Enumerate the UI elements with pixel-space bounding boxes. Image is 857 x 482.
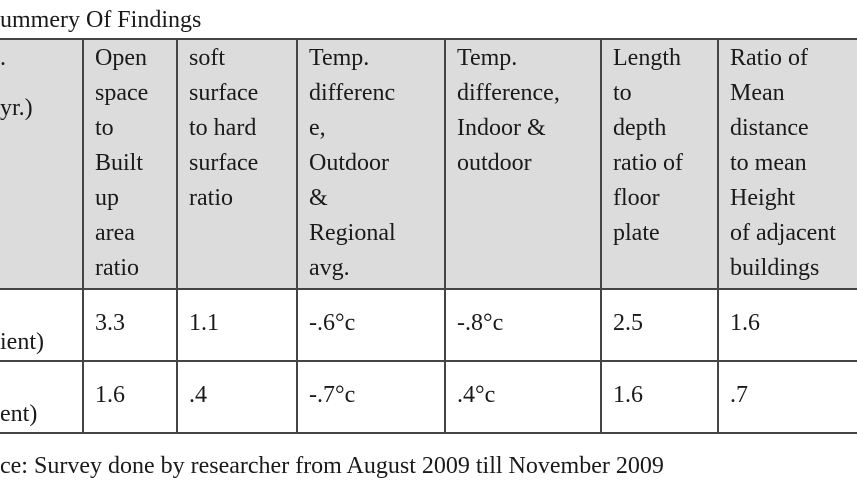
header-cell: soft surface to hard surface ratio: [189, 41, 258, 216]
header-cell: Open space to Built up area ratio: [95, 41, 148, 286]
data-cell: -.7°c: [309, 382, 356, 408]
header-line: differenc: [309, 80, 396, 106]
header-line: ratio: [189, 185, 233, 211]
header-cell: Length to depth ratio of floor plate: [613, 41, 683, 251]
data-cell: 2.5: [613, 310, 643, 336]
header-line: e,: [309, 115, 326, 141]
header-line: to hard: [189, 115, 257, 141]
header-line: Temp.: [457, 45, 518, 71]
header-line: distance: [730, 115, 809, 141]
header-line: area: [95, 220, 135, 246]
header-cell: Temp. differenc e, Outdoor & Regional avg.: [309, 41, 396, 286]
header-line: ratio of: [613, 150, 683, 176]
row-border: [0, 360, 857, 362]
header-line: &: [309, 185, 328, 211]
header-line: Temp.: [309, 45, 370, 71]
header-line: Length: [613, 45, 681, 71]
row-border: [0, 38, 857, 40]
column-border: [717, 38, 719, 432]
row-border: [0, 432, 857, 434]
header-line: depth: [613, 115, 667, 141]
data-cell: 1.6: [730, 310, 760, 336]
data-cell: 1.1: [189, 310, 219, 336]
column-border: [600, 38, 602, 432]
header-line: floor: [613, 185, 660, 211]
header-line: Outdoor: [309, 150, 389, 176]
data-cell: -.8°c: [457, 310, 504, 336]
data-cell: .7: [730, 382, 748, 408]
header-line: of adjacent: [730, 220, 836, 246]
data-cell: 1.6: [613, 382, 643, 408]
data-cell: 3.3: [95, 310, 125, 336]
title: ummery Of Findings: [0, 7, 202, 33]
header-line: plate: [613, 220, 660, 246]
header-line: to: [613, 80, 632, 106]
column-border: [82, 38, 84, 432]
header-line: yr.): [0, 95, 33, 121]
header-line: Open: [95, 45, 147, 71]
header-cell: Temp. difference, Indoor & outdoor: [457, 41, 560, 181]
data-cell: -.6°c: [309, 310, 356, 336]
header-line: Indoor &: [457, 115, 546, 141]
header-line: .: [0, 45, 6, 71]
header-line: soft: [189, 45, 225, 71]
header-line: surface: [189, 150, 259, 176]
header-line: Mean: [730, 80, 785, 106]
data-cell: .4°c: [457, 382, 496, 408]
header-line: to: [95, 115, 114, 141]
column-border: [176, 38, 178, 432]
source-note: ce: Survey done by researcher from Augus…: [0, 453, 664, 479]
row-label: ent): [0, 401, 38, 427]
row-border: [0, 288, 857, 290]
header-line: up: [95, 185, 119, 211]
column-border: [296, 38, 298, 432]
header-line: to mean: [730, 150, 807, 176]
header-line: ratio: [95, 255, 139, 281]
header-line: outdoor: [457, 150, 532, 176]
data-cell: 1.6: [95, 382, 125, 408]
header-line: difference,: [457, 80, 560, 106]
header-line: surface: [189, 80, 259, 106]
header-line: Height: [730, 185, 796, 211]
header-line: avg.: [309, 255, 350, 281]
column-border: [444, 38, 446, 432]
header-line: Built: [95, 150, 144, 176]
data-cell: .4: [189, 382, 207, 408]
header-line: Regional: [309, 220, 396, 246]
header-cell: . yr.): [0, 41, 33, 126]
header-line: space: [95, 80, 149, 106]
header-background: [0, 38, 857, 288]
header-line: Ratio of: [730, 45, 808, 71]
header-cell: Ratio of Mean distance to mean Height of adja…: [730, 41, 836, 286]
header-line: buildings: [730, 255, 820, 281]
row-label: ient): [0, 329, 44, 355]
